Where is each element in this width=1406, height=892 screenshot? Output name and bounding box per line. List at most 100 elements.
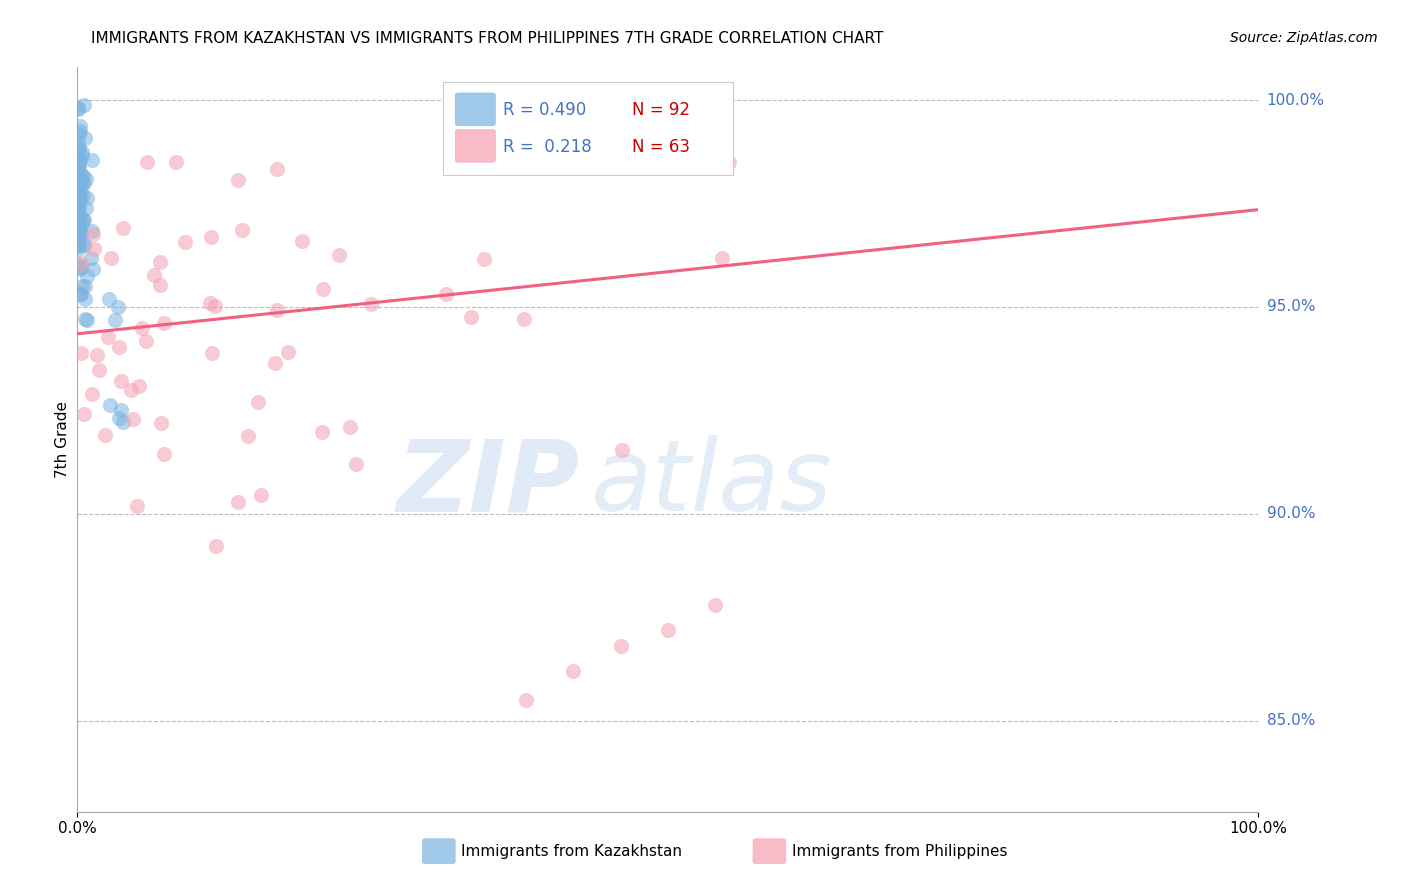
Point	[111, 220, 134, 235]
Text: IMMIGRANTS FROM KAZAKHSTAN VS IMMIGRANTS FROM PHILIPPINES 7TH GRADE CORRELATION : IMMIGRANTS FROM KAZAKHSTAN VS IMMIGRANTS…	[91, 31, 884, 46]
Point	[72, 169, 94, 183]
Text: Immigrants from Kazakhstan: Immigrants from Kazakhstan	[461, 844, 682, 859]
Point	[704, 598, 727, 612]
Point	[75, 172, 97, 186]
Point	[66, 175, 89, 189]
Point	[70, 278, 93, 293]
Point	[97, 330, 120, 344]
Point	[67, 163, 90, 178]
Point	[344, 457, 367, 471]
Point	[67, 193, 90, 207]
Text: N = 63: N = 63	[633, 137, 690, 155]
Point	[67, 187, 90, 202]
Text: Immigrants from Philippines: Immigrants from Philippines	[792, 844, 1007, 859]
Point	[94, 428, 117, 442]
Point	[67, 222, 90, 236]
Point	[104, 313, 127, 327]
Point	[111, 416, 134, 430]
Point	[97, 292, 120, 306]
Point	[70, 287, 93, 301]
Point	[83, 242, 105, 256]
Point	[100, 398, 122, 412]
Point	[69, 262, 91, 277]
Point	[67, 202, 90, 217]
Point	[277, 344, 299, 359]
Point	[67, 191, 90, 205]
Point	[82, 227, 104, 241]
Point	[67, 237, 90, 252]
Point	[69, 219, 91, 234]
Point	[612, 443, 634, 458]
Point	[291, 234, 314, 248]
Point	[128, 378, 150, 392]
Point	[135, 155, 157, 169]
Point	[66, 229, 89, 244]
Point	[66, 194, 89, 209]
FancyBboxPatch shape	[443, 82, 733, 175]
Text: 100.0%: 100.0%	[1267, 93, 1324, 108]
Point	[80, 252, 103, 266]
Text: R = 0.490: R = 0.490	[502, 101, 586, 120]
Point	[67, 215, 90, 229]
Point	[66, 101, 89, 115]
Point	[66, 161, 89, 176]
Point	[67, 193, 90, 207]
Point	[66, 152, 89, 166]
Point	[66, 214, 89, 228]
Point	[75, 202, 97, 216]
Text: 95.0%: 95.0%	[1267, 300, 1315, 314]
Point	[70, 174, 93, 188]
Point	[66, 220, 89, 235]
Point	[120, 383, 142, 397]
Point	[236, 429, 259, 443]
Point	[67, 176, 90, 190]
Point	[80, 223, 103, 237]
Point	[110, 374, 132, 388]
Point	[73, 292, 96, 306]
Point	[69, 120, 91, 134]
Point	[87, 363, 110, 377]
Point	[200, 296, 222, 310]
Point	[339, 420, 361, 434]
Point	[127, 499, 149, 513]
Point	[66, 219, 89, 234]
Point	[513, 311, 536, 326]
Point	[710, 251, 733, 265]
Point	[76, 268, 98, 283]
Point	[69, 153, 91, 167]
Point	[226, 495, 249, 509]
Point	[69, 177, 91, 191]
Point	[67, 161, 90, 176]
Point	[204, 539, 226, 553]
Point	[312, 282, 335, 296]
Text: 85.0%: 85.0%	[1267, 714, 1315, 728]
Point	[75, 279, 97, 293]
Text: R =  0.218: R = 0.218	[502, 137, 592, 155]
Text: 90.0%: 90.0%	[1267, 507, 1315, 521]
Point	[515, 693, 537, 707]
Point	[231, 223, 253, 237]
Point	[67, 142, 90, 156]
Point	[67, 182, 90, 196]
Point	[562, 664, 585, 678]
FancyBboxPatch shape	[456, 93, 495, 126]
Point	[66, 238, 89, 252]
Point	[360, 297, 382, 311]
FancyBboxPatch shape	[752, 838, 786, 863]
Point	[73, 213, 96, 227]
Point	[67, 173, 90, 187]
Point	[143, 268, 166, 282]
Point	[73, 176, 96, 190]
Point	[460, 310, 482, 325]
Point	[264, 356, 287, 370]
FancyBboxPatch shape	[456, 129, 495, 162]
Point	[73, 131, 96, 145]
Point	[200, 230, 222, 244]
Point	[69, 346, 91, 360]
Point	[82, 262, 104, 277]
Point	[204, 299, 226, 313]
Point	[122, 412, 145, 426]
Point	[73, 238, 96, 252]
Point	[69, 124, 91, 138]
Point	[134, 334, 156, 348]
